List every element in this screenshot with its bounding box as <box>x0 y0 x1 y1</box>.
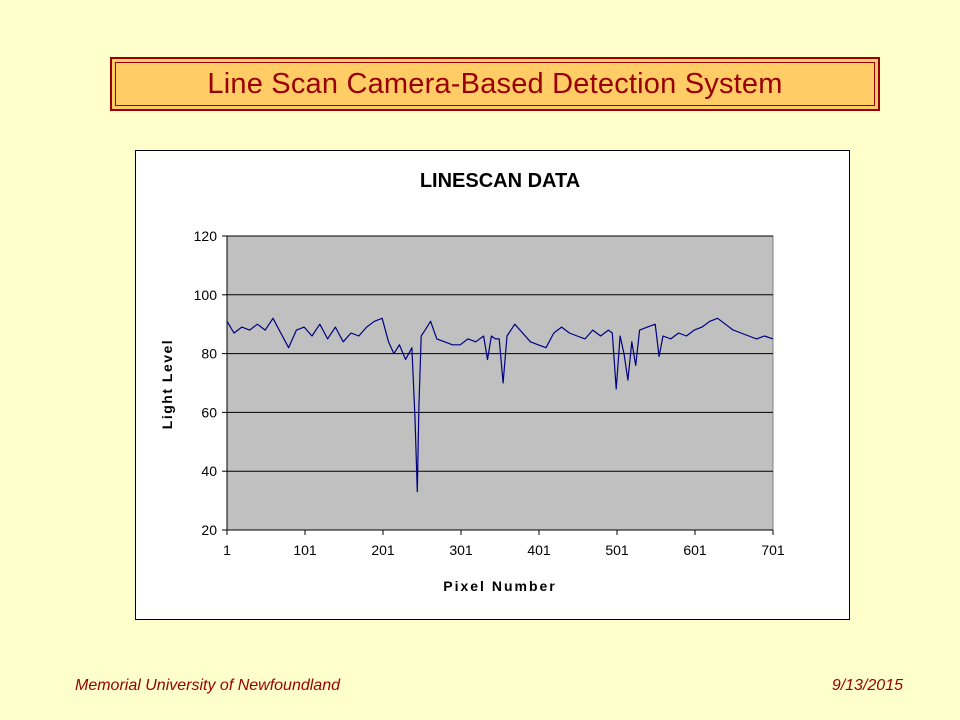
y-tick-label: 120 <box>194 228 218 244</box>
x-tick-label: 701 <box>761 542 785 558</box>
x-axis-title: Pixel Number <box>443 578 556 594</box>
x-tick-label: 1 <box>223 542 231 558</box>
x-tick-label: 301 <box>449 542 473 558</box>
plot-area <box>226 235 774 531</box>
x-tick-label: 201 <box>371 542 395 558</box>
linescan-chart: 20 40 60 80 100 120 1 101 201 301 401 501 601 701 LI… <box>159 170 785 594</box>
y-tick-label: 80 <box>201 346 217 362</box>
chart-frame: 20 40 60 80 100 120 1 101 201 301 401 501 601 701 LI… <box>135 150 850 620</box>
y-tick-label: 60 <box>201 404 217 420</box>
chart-title: LINESCAN DATA <box>420 170 580 192</box>
x-tick-label: 501 <box>605 542 629 558</box>
series-layer <box>226 317 774 493</box>
y-tick-label: 100 <box>194 287 218 303</box>
x-tick-label: 101 <box>293 542 317 558</box>
series-line <box>226 317 774 493</box>
slide-title: Line Scan Camera-Based Detection System <box>207 67 783 100</box>
y-tick-label: 20 <box>201 522 217 538</box>
footer-date: 9/13/2015 <box>831 677 903 694</box>
x-tick-label: 601 <box>683 542 707 558</box>
x-tick-label: 401 <box>527 542 551 558</box>
y-axis-title: Light Level <box>159 339 175 429</box>
y-axis-ticks: 20 40 60 80 100 120 <box>194 228 227 538</box>
slide-title-box: Line Scan Camera-Based Detection System <box>110 57 880 111</box>
footer-institution: Memorial University of Newfoundland <box>75 677 340 694</box>
x-axis-ticks: 1 101 201 301 401 501 601 701 <box>223 530 785 558</box>
y-tick-label: 40 <box>201 463 217 479</box>
